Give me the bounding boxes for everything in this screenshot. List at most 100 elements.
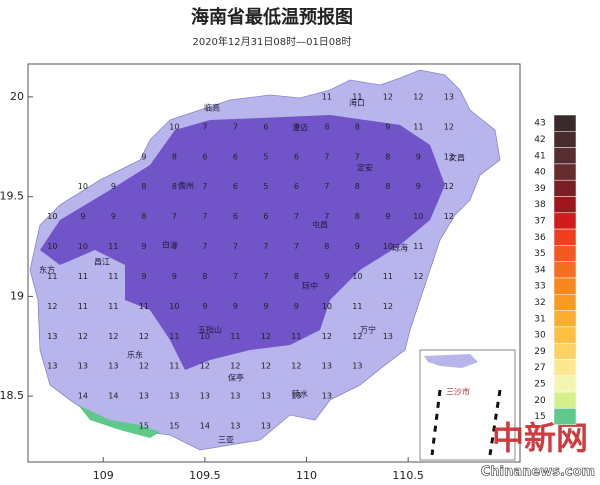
temperature-value: 11 bbox=[291, 332, 301, 341]
legend-label: 41 bbox=[534, 151, 545, 161]
temperature-value: 11 bbox=[413, 122, 423, 131]
inset-label: 三沙市 bbox=[446, 387, 470, 397]
watermark-logo: 中新网 bbox=[492, 419, 588, 457]
legend-swatch bbox=[553, 310, 577, 328]
temperature-value: 7 bbox=[263, 272, 268, 281]
temperature-value: 7 bbox=[294, 212, 299, 221]
temperature-value: 13 bbox=[230, 392, 240, 401]
legend-label: 34 bbox=[534, 265, 546, 275]
temperature-value: 12 bbox=[322, 332, 332, 341]
legend-label: 31 bbox=[534, 314, 545, 324]
city-labels: 临高 澄迈 海口 文昌 儋州 定安 屯昌 白沙 琼海 东方 昌江 琼中 五指山 … bbox=[39, 98, 465, 445]
temperature-value: 8 bbox=[172, 182, 177, 191]
temperature-value: 10 bbox=[47, 212, 57, 221]
temperature-value: 8 bbox=[202, 272, 207, 281]
temperature-value: 12 bbox=[444, 182, 454, 191]
city-label: 定安 bbox=[357, 163, 373, 173]
temperature-value: 8 bbox=[172, 152, 177, 161]
temperature-value: 13 bbox=[47, 362, 57, 371]
legend-swatch bbox=[553, 196, 577, 214]
temperature-value: 10 bbox=[383, 242, 393, 251]
temperature-value: 13 bbox=[230, 422, 240, 431]
legend-label: 35 bbox=[534, 249, 545, 259]
city-label: 儋州 bbox=[178, 181, 194, 191]
temperature-value: 8 bbox=[385, 182, 390, 191]
temperature-value: 6 bbox=[294, 152, 299, 161]
temperature-value: 9 bbox=[294, 302, 299, 311]
temperature-value: 13 bbox=[291, 392, 301, 401]
city-label: 海口 bbox=[349, 98, 365, 108]
city-label: 陵水 bbox=[292, 389, 308, 399]
temperature-value: 14 bbox=[108, 392, 118, 401]
temperature-value: 8 bbox=[324, 242, 329, 251]
temperature-value: 11 bbox=[139, 302, 149, 311]
inset-island bbox=[424, 354, 478, 368]
temperature-value: 10 bbox=[200, 332, 210, 341]
temperature-value: 6 bbox=[263, 212, 268, 221]
legend-swatch bbox=[553, 375, 577, 393]
temperature-value: 6 bbox=[263, 122, 268, 131]
city-label: 屯昌 bbox=[312, 220, 328, 230]
legend-swatch bbox=[553, 228, 577, 246]
temperature-value: 12 bbox=[139, 362, 149, 371]
legend-label: 25 bbox=[534, 379, 545, 389]
legend-label: 39 bbox=[534, 184, 546, 194]
legend-swatch bbox=[553, 212, 577, 230]
temperature-value: 7 bbox=[172, 212, 177, 221]
x-tick-label: 110 bbox=[296, 469, 317, 482]
cold-zone bbox=[40, 115, 445, 370]
city-label: 昌江 bbox=[94, 258, 110, 267]
temperature-value: 7 bbox=[202, 182, 207, 191]
temperature-value: 10 bbox=[352, 272, 362, 281]
temperature-value: 12 bbox=[47, 302, 57, 311]
temperature-value: 14 bbox=[200, 422, 210, 431]
temperature-value: 9 bbox=[385, 122, 390, 131]
legend-swatch bbox=[553, 163, 577, 181]
legend-label: 40 bbox=[534, 168, 546, 178]
temperature-value: 7 bbox=[294, 242, 299, 251]
temperature-value: 6 bbox=[233, 182, 238, 191]
temperature-value: 12 bbox=[444, 212, 454, 221]
temperature-value: 6 bbox=[294, 182, 299, 191]
city-label: 文昌 bbox=[449, 153, 465, 163]
temperature-value: 8 bbox=[385, 152, 390, 161]
temperature-value: 9 bbox=[111, 212, 116, 221]
temperature-value: 9 bbox=[172, 272, 177, 281]
temperature-value: 5 bbox=[263, 152, 268, 161]
temperature-value: 7 bbox=[202, 242, 207, 251]
city-label: 万宁 bbox=[360, 325, 376, 335]
temperature-value: 11 bbox=[78, 302, 88, 311]
legend-swatch bbox=[553, 261, 577, 279]
temperature-value: 11 bbox=[352, 302, 362, 311]
temperature-value: 12 bbox=[139, 332, 149, 341]
x-tick-label: 110.5 bbox=[392, 469, 424, 482]
temperature-value: 11 bbox=[169, 332, 179, 341]
legend-swatch bbox=[553, 359, 577, 377]
temperature-value: 13 bbox=[322, 362, 332, 371]
temperature-value: 12 bbox=[291, 362, 301, 371]
temperature-value: 6 bbox=[202, 152, 207, 161]
temperature-value: 12 bbox=[413, 92, 423, 101]
legend-label: 37 bbox=[534, 216, 545, 226]
city-label: 琼中 bbox=[302, 281, 318, 291]
warm-coast bbox=[78, 405, 160, 438]
temperature-value: 13 bbox=[383, 332, 393, 341]
temperature-value: 5 bbox=[263, 182, 268, 191]
legend-label: 32 bbox=[534, 298, 545, 308]
temperature-value: 7 bbox=[324, 212, 329, 221]
temperature-value: 7 bbox=[324, 182, 329, 191]
temperature-value: 12 bbox=[78, 332, 88, 341]
temperature-value: 7 bbox=[263, 242, 268, 251]
city-label: 澄迈 bbox=[292, 123, 308, 133]
temperature-value: 9 bbox=[355, 242, 360, 251]
title: 海南省最低温预报图 bbox=[191, 6, 353, 28]
temperature-value: 13 bbox=[261, 392, 271, 401]
temperature-value: 15 bbox=[139, 422, 149, 431]
temperature-value: 12 bbox=[352, 332, 362, 341]
temperature-value: 7 bbox=[202, 122, 207, 131]
temperature-value: 11 bbox=[108, 272, 118, 281]
y-tick-label: 19 bbox=[10, 289, 24, 302]
temperature-value: 8 bbox=[141, 212, 146, 221]
legend-label: 27 bbox=[534, 363, 545, 373]
